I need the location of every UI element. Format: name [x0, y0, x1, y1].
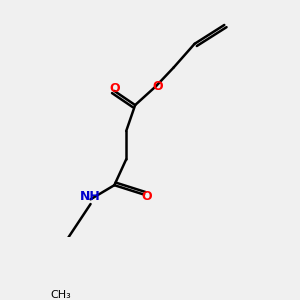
Text: NH: NH [80, 190, 101, 203]
Text: O: O [109, 82, 120, 95]
Text: O: O [152, 80, 163, 93]
Text: CH₃: CH₃ [50, 290, 71, 300]
Text: O: O [142, 190, 152, 203]
